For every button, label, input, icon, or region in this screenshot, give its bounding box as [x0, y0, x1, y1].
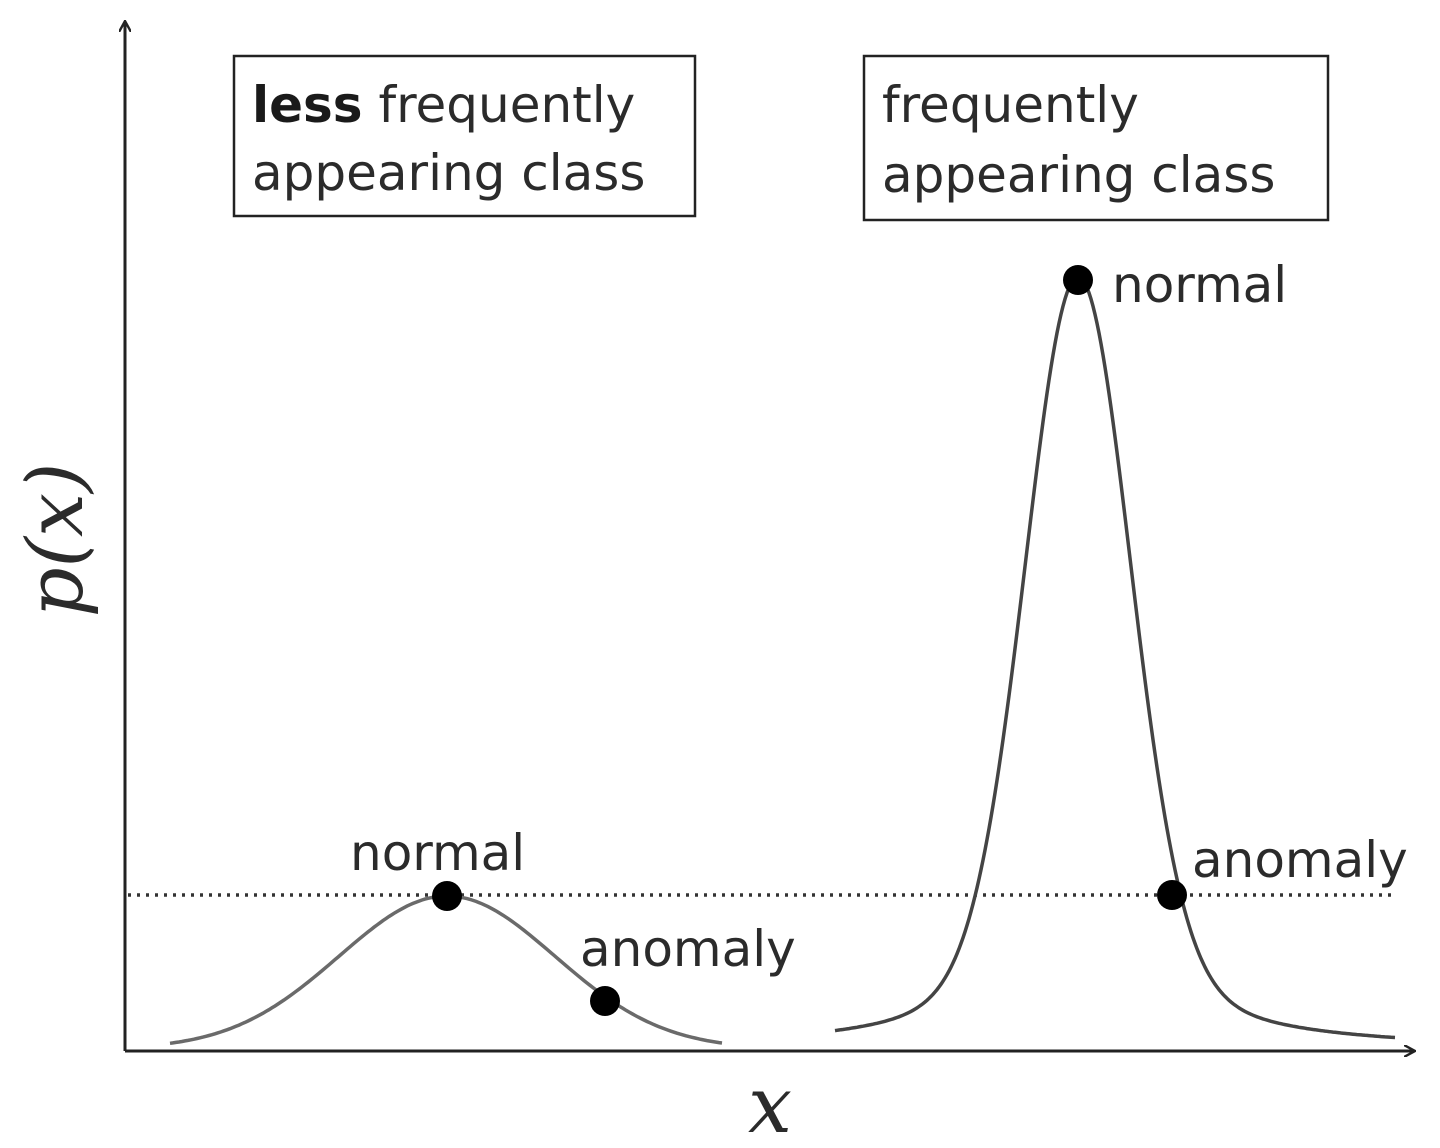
right-anomaly-point — [1157, 880, 1187, 910]
frequent-density-curve — [834, 275, 1396, 1040]
less-frequent-box-line1: less frequently — [252, 76, 635, 134]
frequent-box-line2: appearing class — [882, 146, 1275, 204]
frequent-box-line1: frequently — [882, 76, 1139, 134]
frequent-class-box: frequently appearing class — [862, 54, 1330, 222]
left-normal-label: normal — [350, 824, 525, 882]
left-normal-point — [432, 881, 462, 911]
x-axis-label: x — [748, 1061, 792, 1148]
y-axis-label: p(x) — [11, 463, 101, 618]
right-anomaly-label: anomaly — [1192, 831, 1408, 889]
left-anomaly-point — [590, 986, 620, 1016]
less-frequent-box-line2: appearing class — [252, 144, 645, 202]
right-normal-label: normal — [1112, 256, 1287, 314]
left-anomaly-label: anomaly — [580, 920, 796, 978]
right-normal-point — [1063, 265, 1093, 295]
less-frequent-class-box: less frequently appearing class — [232, 54, 697, 218]
